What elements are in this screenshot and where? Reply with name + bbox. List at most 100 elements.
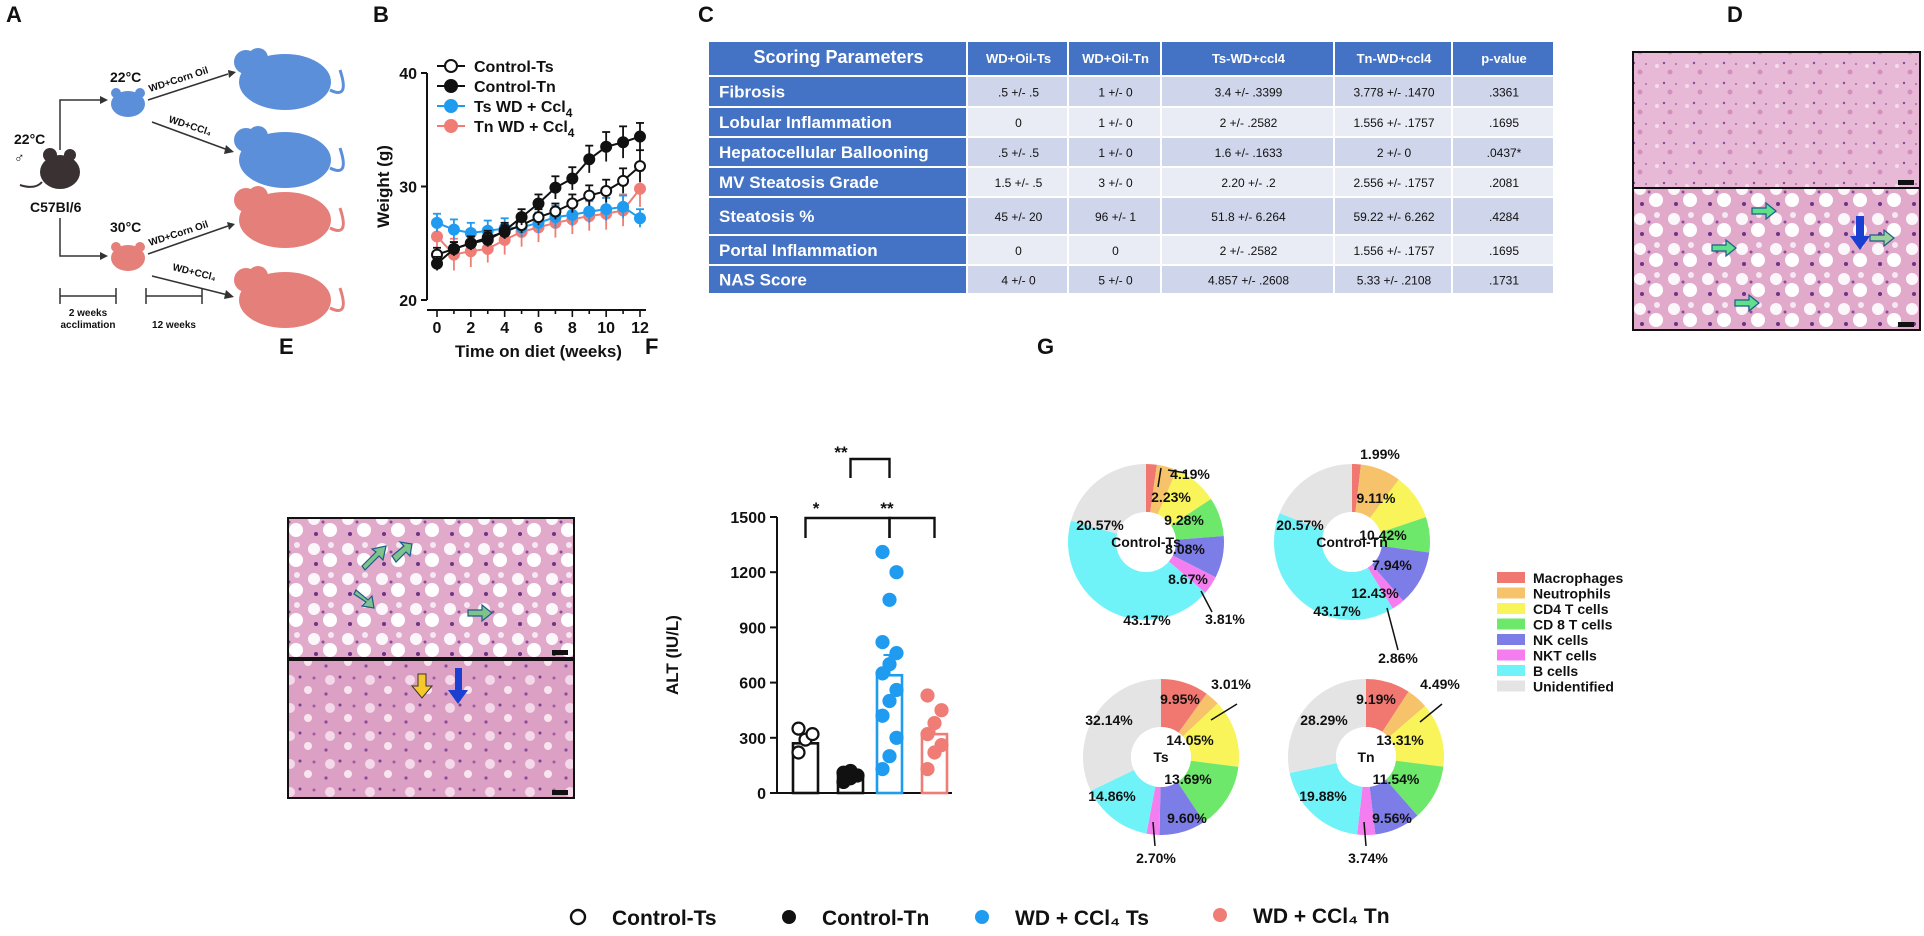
table-cell-value: 0 <box>1112 244 1119 258</box>
table-cell-value: .0437* <box>1487 146 1522 160</box>
table-cell-value: 1 +/- 0 <box>1098 116 1133 130</box>
data-point <box>805 727 820 742</box>
table-row-label-cell <box>709 168 966 196</box>
data-point <box>927 715 942 731</box>
callout-line <box>1210 703 1238 721</box>
table-cell-value: 96 +/- 1 <box>1095 210 1136 224</box>
pie-percent-label: 1.99% <box>1360 446 1400 462</box>
histology-e-top-image <box>287 517 575 659</box>
table-row-label-cell <box>709 236 966 264</box>
pie-percent-label: 10.42% <box>1359 527 1407 543</box>
yellow-arrow-icon <box>410 673 434 699</box>
pie-slice <box>1171 498 1224 540</box>
panel-label-b: B <box>373 2 389 27</box>
table-cell-value: 1.5 +/- .5 <box>995 176 1043 190</box>
y-tick-label: 20 <box>399 293 417 310</box>
table-cell-value: 1.556 +/- .1757 <box>1353 116 1434 130</box>
mouse-ts-ccl4-icon <box>234 126 345 188</box>
table-cell-value: 59.22 +/- 6.262 <box>1353 210 1434 224</box>
y-tick-label: 300 <box>739 731 766 748</box>
data-point <box>889 646 904 661</box>
table-cell-value: .3361 <box>1489 86 1519 100</box>
table-cell-value: 2.20 +/- .2 <box>1221 176 1276 190</box>
pie-slice <box>1157 470 1212 526</box>
legend-label: CD 8 T cells <box>1533 617 1613 633</box>
legend-label-control-tn: Control-Tn <box>822 907 929 930</box>
scale-bar-e-bottom <box>552 790 568 795</box>
pie-slice <box>1146 464 1157 513</box>
table-header-label: WD+Oil-Tn <box>1082 51 1149 66</box>
mouse-tn-ccl4-icon <box>234 266 345 328</box>
table-cell <box>1453 108 1553 136</box>
table-cell <box>1069 168 1160 196</box>
table-cell-value: 1 +/- 0 <box>1098 146 1133 160</box>
start-temp-label: 22°C <box>14 131 45 147</box>
y-tick-label: 40 <box>399 66 417 83</box>
callout-line <box>1386 607 1399 651</box>
table-cell-value: 1.6 +/- .1633 <box>1215 146 1283 160</box>
callout-line <box>1157 467 1162 488</box>
data-point <box>617 136 630 149</box>
table-header-cell <box>1162 42 1333 75</box>
table-row-label: Hepatocellular Ballooning <box>719 143 929 162</box>
pie-slice <box>1385 760 1444 816</box>
table-cell <box>968 266 1067 293</box>
legend-swatch <box>1497 634 1525 645</box>
data-point <box>431 230 443 243</box>
legend-marker-wd-ccl4-tn <box>1213 908 1227 922</box>
data-point <box>875 635 890 650</box>
pie-slice <box>1355 464 1399 518</box>
panel-label-a: A <box>6 2 22 27</box>
data-point <box>583 189 596 202</box>
table-cell-value: 4 +/- 0 <box>1001 274 1036 288</box>
data-point <box>920 761 935 777</box>
legend-marker <box>444 59 458 73</box>
temp-bottom-label: 30°C <box>110 219 141 235</box>
legend-label: Ts WD + Ccl4 <box>474 99 573 120</box>
pie-slice <box>1273 513 1393 620</box>
data-point <box>617 174 630 187</box>
scale-bar-d-top <box>1898 180 1914 185</box>
table-cell-value: .5 +/- .5 <box>998 146 1039 160</box>
data-point <box>566 197 579 210</box>
male-symbol: ♂ <box>14 149 25 165</box>
table-cell <box>1069 108 1160 136</box>
table-cell-value: 3 +/- 0 <box>1098 176 1133 190</box>
pie-slice <box>1352 464 1361 513</box>
table-cell <box>1453 168 1553 196</box>
table-row-label: Steatosis % <box>719 207 814 226</box>
panel-label-c: C <box>698 2 714 27</box>
pie-slice <box>1146 786 1161 835</box>
table-cell-value: 3.4 +/- .3399 <box>1215 86 1283 100</box>
table-row-label-cell <box>709 198 966 234</box>
table-cell <box>1162 198 1333 234</box>
treatment-label-4: WD+CCl₄ <box>171 262 217 283</box>
y-tick-label: 30 <box>399 180 417 197</box>
table-cell-value: 1 +/- 0 <box>1098 86 1133 100</box>
legend-label: Macrophages <box>1533 570 1623 586</box>
table-cell-value: .4284 <box>1489 210 1519 224</box>
table-cell <box>1069 138 1160 166</box>
timeline-12weeks: 12 weeks <box>152 320 196 331</box>
data-point <box>566 172 579 185</box>
mouse-ts-oil-icon <box>234 48 345 110</box>
table-row-label: MV Steatosis Grade <box>719 173 879 192</box>
data-point <box>583 205 596 218</box>
pie-percent-label: 14.05% <box>1166 732 1214 748</box>
pie-slice <box>1161 679 1207 733</box>
table-cell <box>968 168 1067 196</box>
table-header-cell <box>1453 42 1553 75</box>
small-mouse-ts-icon <box>111 88 145 117</box>
branch-up-arrow <box>59 99 100 150</box>
pie-percent-label: 8.08% <box>1165 541 1205 557</box>
pie-slice <box>1357 786 1376 835</box>
table-header-label: WD+Oil-Ts <box>986 51 1051 66</box>
data-point <box>481 233 494 246</box>
data-point <box>600 140 613 153</box>
legend-label: B cells <box>1533 663 1578 679</box>
y-tick-label: 0 <box>757 786 766 803</box>
data-point <box>791 721 806 736</box>
data-point <box>634 182 646 195</box>
legend-label: Neutrophils <box>1533 586 1611 602</box>
